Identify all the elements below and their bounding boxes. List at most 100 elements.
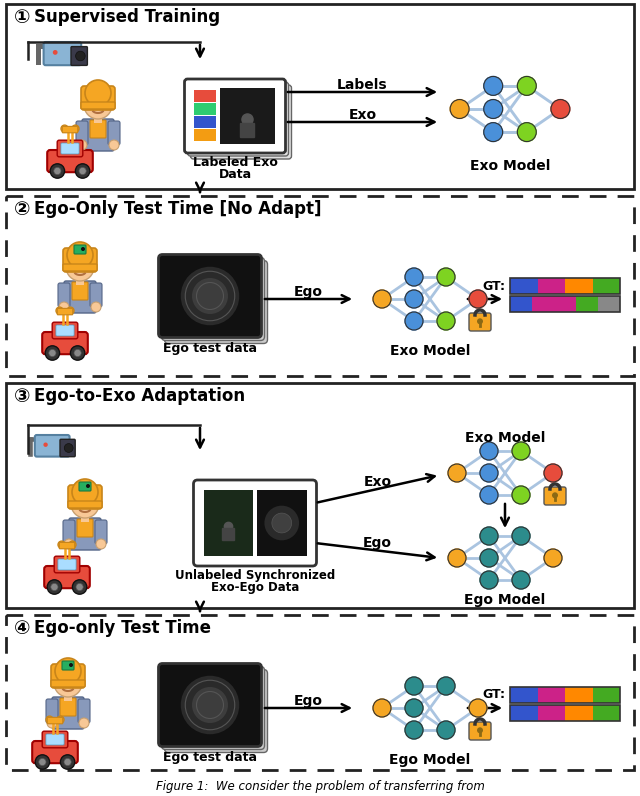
FancyBboxPatch shape	[82, 119, 114, 151]
Text: Exo: Exo	[348, 108, 376, 122]
Circle shape	[56, 307, 63, 314]
Circle shape	[192, 687, 228, 723]
Circle shape	[50, 164, 65, 178]
FancyBboxPatch shape	[78, 699, 90, 723]
FancyBboxPatch shape	[52, 697, 84, 729]
Circle shape	[67, 307, 74, 314]
Circle shape	[477, 728, 483, 733]
Circle shape	[51, 583, 58, 591]
Circle shape	[76, 164, 90, 178]
FancyBboxPatch shape	[35, 435, 70, 457]
Circle shape	[512, 571, 530, 589]
Circle shape	[57, 716, 64, 724]
Circle shape	[517, 123, 536, 142]
Circle shape	[544, 549, 562, 567]
FancyBboxPatch shape	[47, 150, 93, 172]
Bar	[510, 296, 532, 312]
FancyBboxPatch shape	[77, 519, 93, 537]
Bar	[64, 689, 72, 701]
FancyBboxPatch shape	[42, 732, 68, 747]
Circle shape	[73, 264, 77, 268]
FancyBboxPatch shape	[62, 127, 77, 133]
Circle shape	[480, 464, 498, 482]
Circle shape	[71, 680, 75, 684]
Bar	[193, 129, 216, 141]
Bar	[220, 88, 275, 144]
Circle shape	[78, 501, 82, 505]
Circle shape	[79, 167, 86, 174]
Bar	[94, 111, 102, 123]
Text: Ego Model: Ego Model	[389, 753, 470, 767]
FancyBboxPatch shape	[62, 661, 74, 670]
Circle shape	[67, 242, 93, 268]
Circle shape	[39, 759, 46, 766]
Circle shape	[91, 102, 95, 106]
Text: Figure 1:  We consider the problem of transferring from: Figure 1: We consider the problem of tra…	[156, 780, 484, 793]
FancyBboxPatch shape	[193, 480, 317, 566]
Circle shape	[91, 302, 101, 312]
Bar	[193, 90, 216, 102]
Circle shape	[83, 264, 87, 268]
Circle shape	[405, 290, 423, 308]
Bar	[510, 278, 620, 294]
Circle shape	[61, 680, 65, 684]
FancyBboxPatch shape	[46, 734, 64, 745]
Bar	[510, 705, 538, 721]
Text: Exo Model: Exo Model	[465, 431, 545, 445]
Circle shape	[373, 699, 391, 717]
Bar	[598, 296, 620, 312]
Circle shape	[469, 699, 487, 717]
Text: Data: Data	[218, 168, 252, 181]
Text: Exo Model: Exo Model	[470, 159, 550, 173]
Circle shape	[480, 549, 498, 567]
FancyBboxPatch shape	[159, 255, 262, 338]
Circle shape	[480, 442, 498, 460]
Circle shape	[85, 80, 111, 106]
FancyBboxPatch shape	[60, 542, 75, 548]
Circle shape	[72, 125, 79, 132]
Circle shape	[484, 76, 502, 96]
Bar	[6, 615, 634, 770]
Circle shape	[53, 50, 58, 55]
FancyBboxPatch shape	[42, 332, 88, 354]
Circle shape	[517, 76, 536, 96]
Circle shape	[60, 755, 75, 769]
Circle shape	[55, 658, 81, 684]
Circle shape	[469, 290, 487, 308]
Bar	[510, 687, 538, 703]
FancyBboxPatch shape	[64, 281, 96, 313]
FancyBboxPatch shape	[68, 501, 102, 508]
FancyBboxPatch shape	[164, 669, 268, 752]
Circle shape	[109, 140, 119, 150]
Text: ④: ④	[14, 619, 31, 638]
FancyBboxPatch shape	[63, 264, 97, 271]
Text: Exo Model: Exo Model	[390, 344, 470, 358]
Bar	[532, 296, 554, 312]
FancyBboxPatch shape	[56, 325, 74, 336]
Circle shape	[69, 541, 76, 548]
Circle shape	[448, 464, 466, 482]
Bar	[6, 4, 634, 189]
FancyBboxPatch shape	[47, 717, 63, 724]
FancyBboxPatch shape	[469, 313, 491, 331]
FancyBboxPatch shape	[71, 47, 88, 65]
Text: Ego Model: Ego Model	[465, 593, 546, 607]
Circle shape	[512, 527, 530, 545]
FancyBboxPatch shape	[76, 121, 88, 145]
Text: Ego-only Test Time: Ego-only Test Time	[34, 619, 211, 637]
FancyBboxPatch shape	[79, 482, 91, 491]
FancyBboxPatch shape	[161, 257, 264, 341]
Circle shape	[74, 349, 81, 357]
Circle shape	[84, 91, 112, 119]
Bar	[593, 705, 620, 721]
Circle shape	[437, 312, 455, 330]
Text: ①: ①	[14, 8, 31, 27]
FancyBboxPatch shape	[81, 86, 115, 110]
Text: Supervised Training: Supervised Training	[34, 8, 220, 26]
Text: Exo-Ego Data: Exo-Ego Data	[211, 581, 299, 594]
Bar	[510, 705, 620, 721]
FancyBboxPatch shape	[51, 664, 85, 688]
FancyBboxPatch shape	[60, 439, 76, 457]
Bar	[538, 687, 565, 703]
Bar	[510, 278, 538, 294]
